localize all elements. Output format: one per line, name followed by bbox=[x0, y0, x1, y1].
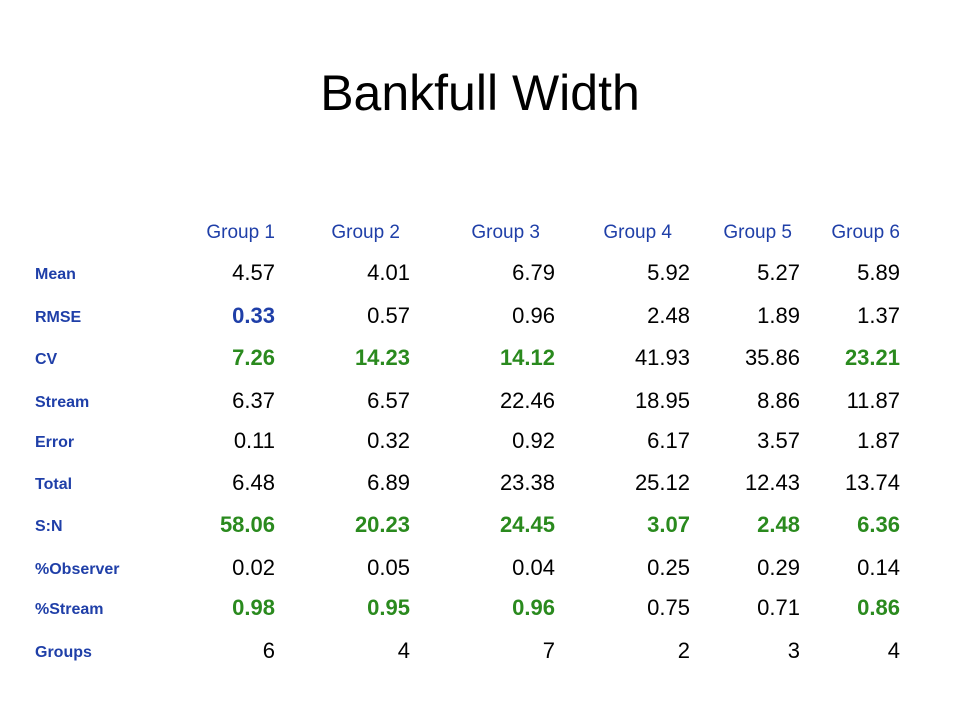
table-cell: 0.75 bbox=[647, 595, 690, 620]
table-cell: 5.89 bbox=[857, 260, 900, 285]
table-cell: 5.92 bbox=[647, 260, 690, 285]
table-cell: 0.29 bbox=[757, 555, 800, 580]
table-cell: 0.96 bbox=[512, 595, 555, 620]
column-header: Group 5 bbox=[723, 222, 792, 243]
row-label: %Stream bbox=[35, 601, 104, 618]
table-cell: 22.46 bbox=[499, 388, 555, 413]
table-cell: 12.43 bbox=[744, 470, 800, 495]
table-cell: 3.57 bbox=[757, 428, 800, 453]
table-cell: 6.57 bbox=[367, 388, 410, 413]
table-cell: 0.33 bbox=[232, 303, 275, 328]
row-label: %Observer bbox=[35, 561, 120, 578]
row-label: RMSE bbox=[35, 309, 82, 326]
table-cell: 0.57 bbox=[367, 303, 410, 328]
table-cell: 23.38 bbox=[499, 470, 555, 495]
table-cell: 2.48 bbox=[647, 303, 690, 328]
table-cell: 2 bbox=[677, 638, 690, 663]
table-cell: 0.98 bbox=[232, 595, 275, 620]
table-cell: 24.45 bbox=[499, 512, 555, 537]
table-cell: 0.96 bbox=[512, 303, 555, 328]
column-header: Group 6 bbox=[831, 222, 900, 243]
table-cell: 6.79 bbox=[512, 260, 555, 285]
table-cell: 41.93 bbox=[634, 345, 690, 370]
table-cell: 0.11 bbox=[233, 428, 275, 453]
table-cell: 0.25 bbox=[647, 555, 690, 580]
table-cell: 1.37 bbox=[857, 303, 900, 328]
table-cell: 0.05 bbox=[367, 555, 410, 580]
table-cell: 8.86 bbox=[757, 388, 800, 413]
row-label: Stream bbox=[35, 394, 90, 411]
table-cell: 3.07 bbox=[647, 512, 690, 537]
row-label: Groups bbox=[35, 644, 92, 661]
table-cell: 18.95 bbox=[634, 388, 690, 413]
table-cell: 7 bbox=[542, 638, 555, 663]
table-cell: 4.01 bbox=[367, 260, 410, 285]
table-cell: 58.06 bbox=[219, 512, 275, 537]
table-cell: 6.37 bbox=[232, 388, 275, 413]
table-cell: 6.17 bbox=[647, 428, 690, 453]
table-cell: 6 bbox=[262, 638, 275, 663]
table-cell: 2.48 bbox=[757, 512, 800, 537]
table-cell: 1.87 bbox=[857, 428, 900, 453]
table-cell: 23.21 bbox=[844, 345, 900, 370]
table-cell: 0.71 bbox=[757, 595, 800, 620]
table-cell: 0.86 bbox=[857, 595, 900, 620]
column-header: Group 4 bbox=[603, 222, 672, 243]
table-cell: 0.04 bbox=[512, 555, 555, 580]
table-cell: 0.95 bbox=[367, 595, 410, 620]
table-cell: 11.87 bbox=[846, 388, 900, 413]
table-cell: 0.92 bbox=[512, 428, 555, 453]
column-header: Group 3 bbox=[471, 222, 540, 243]
table-cell: 6.36 bbox=[857, 512, 900, 537]
table-cell: 0.14 bbox=[857, 555, 900, 580]
table-cell: 6.48 bbox=[232, 470, 275, 495]
table-cell: 14.23 bbox=[354, 345, 410, 370]
table-cell: 7.26 bbox=[232, 345, 275, 370]
table-cell: 0.32 bbox=[367, 428, 410, 453]
table-cell: 20.23 bbox=[354, 512, 410, 537]
table-cell: 6.89 bbox=[367, 470, 410, 495]
column-header: Group 1 bbox=[206, 222, 275, 243]
table-cell: 1.89 bbox=[757, 303, 800, 328]
column-header: Group 2 bbox=[331, 222, 400, 243]
table-cell: 0.02 bbox=[232, 555, 275, 580]
row-label: CV bbox=[35, 351, 58, 368]
table-cell: 5.27 bbox=[757, 260, 800, 285]
table-cell: 14.12 bbox=[499, 345, 555, 370]
table-cell: 4 bbox=[397, 638, 410, 663]
row-label: Total bbox=[35, 476, 73, 493]
table-cell: 4.57 bbox=[232, 260, 275, 285]
table-cell: 3 bbox=[787, 638, 800, 663]
slide-title: Bankfull Width bbox=[320, 65, 640, 121]
table-cell: 25.12 bbox=[634, 470, 690, 495]
row-label: Error bbox=[35, 434, 75, 451]
row-label: Mean bbox=[35, 266, 76, 283]
row-label: S:N bbox=[35, 518, 63, 535]
table-cell: 35.86 bbox=[744, 345, 800, 370]
table-cell: 13.74 bbox=[844, 470, 900, 495]
table-cell: 4 bbox=[887, 638, 900, 663]
